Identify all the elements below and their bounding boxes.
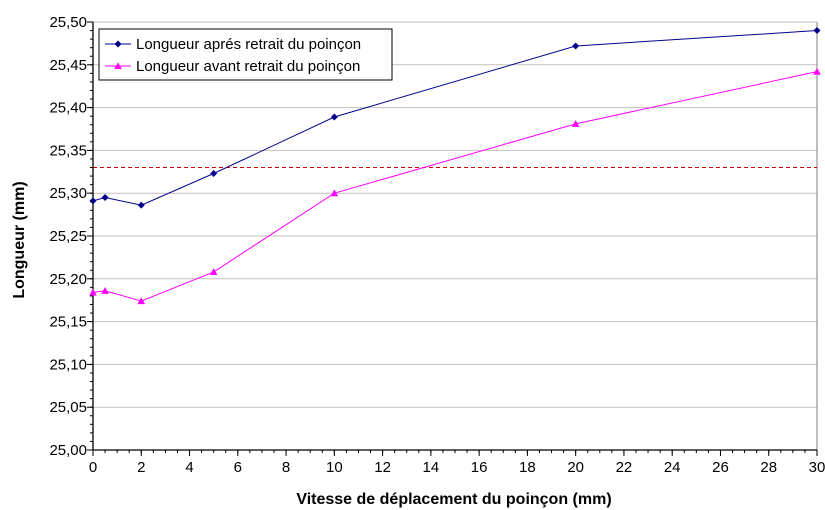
x-tick-label: 14 (423, 459, 440, 476)
x-tick-label: 30 (809, 459, 825, 476)
grid-lines (93, 21, 818, 450)
data-point (101, 193, 109, 201)
legend-marker (114, 40, 122, 48)
series-group (89, 27, 821, 305)
x-tick-label: 2 (137, 459, 145, 476)
y-tick-label: 25,50 (49, 14, 87, 31)
data-point (137, 297, 146, 305)
y-tick-label: 25,30 (49, 185, 87, 202)
axes (87, 21, 818, 456)
y-tick-label: 25,45 (49, 57, 87, 74)
y-tick-label: 25,10 (49, 356, 87, 373)
x-tick-label: 22 (616, 459, 633, 476)
data-point (209, 268, 218, 275)
data-point (137, 201, 145, 209)
legend-label: Longueur avant retrait du poinçon (136, 58, 360, 75)
x-tick-label: 0 (89, 459, 97, 476)
data-point (210, 170, 218, 178)
series-1 (89, 27, 821, 209)
y-tick-label: 25,20 (49, 271, 87, 288)
y-tick-label: 25,15 (49, 314, 87, 331)
data-point (330, 189, 339, 197)
y-tick-label: 25,25 (49, 228, 87, 245)
data-point (330, 113, 338, 121)
legend-entry: Longueur avant retrait du poinçon (105, 58, 360, 75)
x-tick-label: 16 (471, 459, 488, 476)
series-line (92, 71, 818, 302)
y-axis-title: Longueur (mm) (11, 181, 28, 298)
tick-labels: 25,00 25,05 25,10 25,15 25,20 25,25 25,30 25,35… (49, 14, 825, 476)
x-tick-label: 4 (185, 459, 193, 476)
x-tick-label: 18 (519, 459, 536, 476)
legend-box (98, 28, 393, 81)
y-tick-label: 25,35 (49, 142, 87, 159)
data-point (813, 27, 821, 35)
data-point (572, 42, 580, 50)
data-point (571, 120, 580, 127)
x-tick-label: 28 (760, 459, 777, 476)
x-axis-title: Vitesse de déplacement du poinçon (mm) (296, 491, 611, 508)
legend-label: Longueur aprés retrait du poinçon (136, 36, 361, 53)
series-2 (89, 67, 821, 305)
data-point (89, 197, 97, 205)
x-tick-label: 10 (326, 459, 343, 476)
data-point (101, 286, 109, 294)
legend: Longueur aprés retrait du poinçon Longueu… (98, 28, 393, 81)
x-tick-label: 26 (712, 459, 729, 476)
x-tick-label: 24 (664, 459, 681, 476)
x-tick-label: 8 (282, 459, 290, 476)
x-tick-label: 12 (374, 459, 391, 476)
data-point (813, 67, 821, 75)
x-tick-label: 20 (567, 459, 584, 476)
y-tick-label: 25,05 (49, 399, 87, 416)
legend-entry: Longueur aprés retrait du poinçon (105, 36, 361, 53)
legend-marker (114, 62, 122, 70)
data-point (89, 288, 97, 296)
y-tick-label: 25,00 (49, 442, 87, 459)
x-tick-label: 6 (234, 459, 242, 476)
y-tick-label: 25,40 (49, 100, 87, 117)
